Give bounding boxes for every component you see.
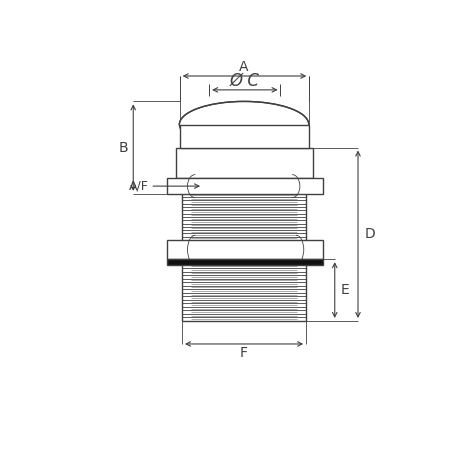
- Bar: [166, 240, 322, 259]
- Text: F: F: [239, 346, 248, 360]
- Bar: [179, 124, 308, 148]
- Text: B: B: [118, 140, 128, 155]
- Bar: [176, 148, 312, 178]
- Text: A/F: A/F: [129, 180, 149, 193]
- Text: D: D: [364, 227, 374, 241]
- Text: Ø C: Ø C: [228, 71, 258, 89]
- Bar: [166, 178, 322, 194]
- Text: E: E: [340, 283, 348, 297]
- Bar: [179, 124, 308, 148]
- Bar: [166, 259, 322, 265]
- Ellipse shape: [179, 101, 308, 148]
- Text: A: A: [239, 60, 248, 74]
